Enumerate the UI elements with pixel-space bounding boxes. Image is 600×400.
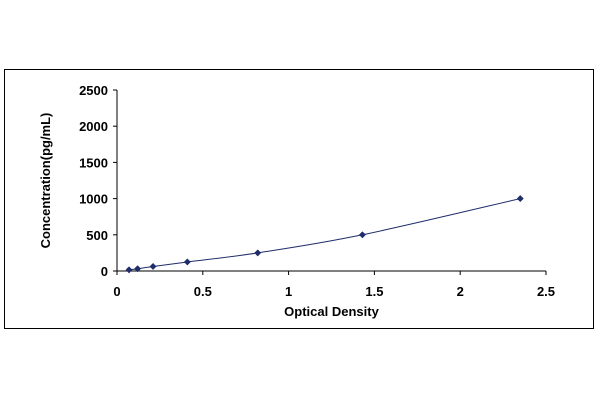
y-tick-label: 1500 xyxy=(79,155,108,170)
data-point-marker xyxy=(125,266,133,274)
x-axis-title: Optical Density xyxy=(284,304,379,319)
x-tick-label: 1.5 xyxy=(365,284,383,299)
data-point-marker xyxy=(254,249,262,257)
x-tick-label: 0 xyxy=(113,284,120,299)
y-axis-title: Concentration(pg/mL) xyxy=(38,113,53,249)
axes xyxy=(116,90,546,272)
y-tick-label: 0 xyxy=(101,264,108,279)
data-point-marker xyxy=(183,258,191,266)
y-axis-ticks: 0 500 1000 1500 2000 2500 xyxy=(79,83,117,279)
data-points xyxy=(125,195,524,274)
x-tick-label: 1 xyxy=(285,284,292,299)
x-tick-label: 2 xyxy=(457,284,464,299)
y-tick-label: 2500 xyxy=(79,83,108,98)
data-point-marker xyxy=(134,265,142,273)
y-tick-label: 2000 xyxy=(79,119,108,134)
data-point-marker xyxy=(358,231,366,239)
chart-frame xyxy=(4,69,594,329)
data-point-marker xyxy=(516,195,524,203)
y-tick-label: 500 xyxy=(86,228,108,243)
data-point-marker xyxy=(149,262,157,271)
x-tick-label: 0.5 xyxy=(194,284,212,299)
x-axis-ticks: 0 0.5 1 1.5 2 2.5 xyxy=(113,271,555,299)
y-tick-label: 1000 xyxy=(79,192,108,207)
x-tick-label: 2.5 xyxy=(537,284,555,299)
